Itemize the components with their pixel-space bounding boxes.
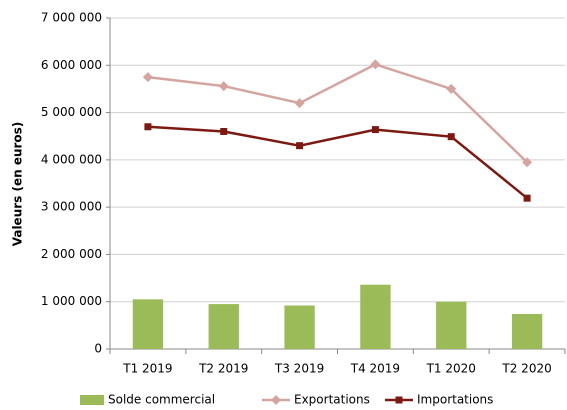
x-tick-label: T1 2020 [426,362,476,376]
x-tick-label: T2 2019 [198,362,248,376]
bar [132,299,164,349]
legend-label: Importations [417,393,493,407]
line-marker [446,83,457,94]
y-axis-title: Valeurs (en euros) [11,122,25,247]
line-marker [447,133,455,141]
line-marker [218,81,229,92]
y-tick-label: 4 000 000 [41,152,102,166]
legend-marker [271,395,281,405]
y-tick-label: 0 [94,342,102,356]
line-marker [296,142,304,150]
line-marker [144,123,152,131]
bar [360,284,391,349]
x-tick-label: T1 2019 [122,362,172,376]
legend-swatch [80,395,104,405]
legend-label: Exportations [294,393,370,407]
y-tick-label: 3 000 000 [41,200,102,214]
bar [284,305,315,349]
bar [436,301,467,349]
y-tick-label: 5 000 000 [41,105,102,119]
y-tick-label: 1 000 000 [41,294,102,308]
legend-marker [395,396,403,404]
x-tick-label: T3 2019 [274,362,324,376]
bar [208,304,239,349]
line-marker [220,127,228,135]
x-tick-label: T4 2019 [350,362,400,376]
y-tick-label: 2 000 000 [41,247,102,261]
y-tick-label: 6 000 000 [41,58,102,72]
line-marker [371,126,379,134]
line [147,62,528,164]
bar [511,314,543,349]
line-marker [523,194,531,202]
x-tick-label: T2 2020 [501,362,551,376]
legend-label: Solde commercial [108,393,215,407]
line-marker [522,157,533,168]
line-marker [294,98,305,109]
line-marker [142,72,153,83]
line-marker [370,59,381,70]
y-tick-label: 7 000 000 [41,11,102,25]
line [147,125,528,200]
